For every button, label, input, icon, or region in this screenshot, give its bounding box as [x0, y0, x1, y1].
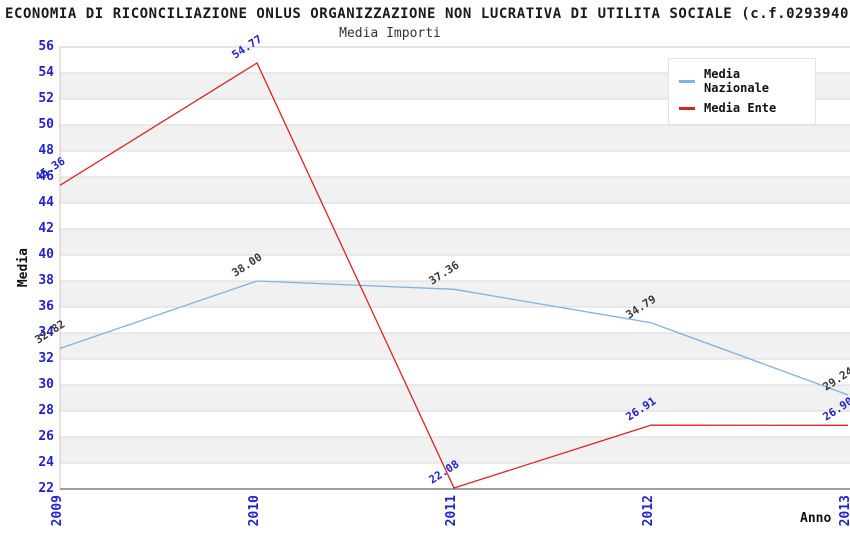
- x-tick-label: 2009: [50, 495, 65, 527]
- x-tick-label: 2012: [641, 495, 656, 527]
- y-tick-label: 34: [38, 325, 54, 340]
- y-tick-label: 44: [38, 195, 54, 210]
- y-tick-label: 54: [38, 65, 54, 80]
- band: [60, 281, 850, 307]
- y-tick-label: 46: [38, 169, 54, 184]
- band: [60, 411, 850, 437]
- legend-item-media-nazionale: Media Nazionale: [669, 64, 815, 98]
- legend-label: Media Ente: [704, 101, 777, 115]
- band: [60, 203, 850, 229]
- background-bands: [60, 47, 850, 489]
- y-tick-label: 24: [38, 455, 54, 470]
- y-tick-label: 42: [38, 221, 54, 236]
- x-tick-label: 2013: [838, 495, 850, 527]
- legend: Media Nazionale Media Ente: [668, 58, 816, 125]
- band: [60, 385, 850, 411]
- legend-label: Media Nazionale: [704, 67, 770, 95]
- y-tick-label: 52: [38, 91, 54, 106]
- y-tick-label: 26: [38, 429, 54, 444]
- x-tick-label: 2011: [444, 495, 459, 527]
- y-tick-label: 22: [38, 481, 54, 496]
- y-tick-label: 40: [38, 247, 54, 262]
- data-lines: [59, 62, 849, 489]
- x-axis-title: Anno: [800, 511, 832, 526]
- legend-swatch-red-line-icon: [679, 106, 695, 110]
- chart-title: ECONOMIA DI RICONCILIAZIONE ONLUS ORGANI…: [5, 6, 849, 22]
- y-tick-label: 30: [38, 377, 54, 392]
- x-tick-label: 2010: [247, 495, 262, 527]
- line-series-media-ente: [59, 62, 849, 489]
- y-tick-label: 48: [38, 143, 54, 158]
- y-tick-label: 36: [38, 299, 54, 314]
- band: [60, 463, 850, 489]
- axes: [59, 46, 850, 490]
- line-series-media-nazionale: [59, 280, 849, 396]
- band: [60, 125, 850, 151]
- band: [60, 307, 850, 333]
- y-tick-label: 50: [38, 117, 54, 132]
- y-tick-label: 28: [38, 403, 54, 418]
- band: [60, 255, 850, 281]
- chart-subtitle: Media Importi: [339, 26, 441, 41]
- y-tick-label: 32: [38, 351, 54, 366]
- band: [60, 229, 850, 255]
- band: [60, 359, 850, 385]
- band: [60, 177, 850, 203]
- y-tick-label: 56: [38, 39, 54, 54]
- legend-item-media-ente: Media Ente: [669, 98, 815, 118]
- band: [60, 333, 850, 359]
- legend-swatch-blue-line-icon: [679, 79, 695, 83]
- band: [60, 151, 850, 177]
- band: [60, 437, 850, 463]
- y-tick-label: 38: [38, 273, 54, 288]
